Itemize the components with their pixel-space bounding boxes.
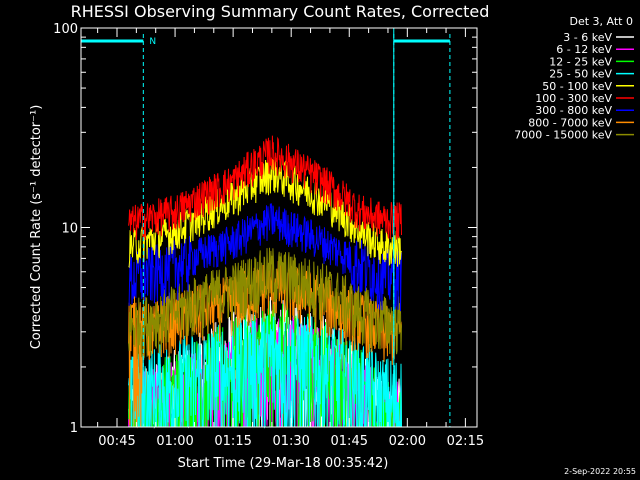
y-tick-label: 10 (61, 222, 78, 237)
x-tick-label: 02:00 (389, 434, 426, 449)
legend-entry-label: 300 - 800 keV (535, 104, 612, 117)
legend-entry-label: 12 - 25 keV (549, 55, 612, 68)
series-line (128, 203, 402, 312)
chart-title: RHESSI Observing Summary Count Rates, Co… (71, 2, 490, 21)
plot-area: N 1 10 100 00:45 01:00 01:15 01:30 01:45 02:00 02:… (53, 22, 484, 449)
legend-entry-label: 3 - 6 keV (563, 31, 612, 44)
night-annotation: N (149, 37, 156, 47)
legend-entry-label: 50 - 100 keV (542, 80, 612, 93)
series-line (128, 311, 402, 429)
legend-entry-label: 800 - 7000 keV (528, 116, 612, 129)
x-tick-label: 01:45 (331, 434, 368, 449)
x-axis-label: Start Time (29-Mar-18 00:35:42) (178, 456, 389, 471)
x-tick-label: 01:15 (214, 434, 251, 449)
series-line (128, 156, 402, 269)
y-tick-label: 1 (70, 421, 78, 436)
x-tick-label: 01:00 (156, 434, 193, 449)
footer-timestamp: 2-Sep-2022 20:55 (564, 467, 636, 476)
legend-entry-label: 7000 - 15000 keV (514, 129, 612, 142)
series-line (128, 247, 402, 360)
x-tick-label: 01:30 (272, 434, 309, 449)
legend-entry-label: 6 - 12 keV (556, 43, 612, 56)
x-tick-label: 00:45 (98, 434, 135, 449)
legend-header: Det 3, Att 0 (570, 15, 634, 28)
legend-entry-label: 25 - 50 keV (549, 68, 612, 81)
x-tick-label: 02:15 (447, 434, 484, 449)
series-line (128, 135, 402, 241)
y-axis-label: Corrected Count Rate (s⁻¹ detector⁻¹) (29, 105, 44, 350)
y-tick-label: 100 (53, 22, 78, 37)
legend-entry-label: 100 - 300 keV (535, 92, 612, 105)
